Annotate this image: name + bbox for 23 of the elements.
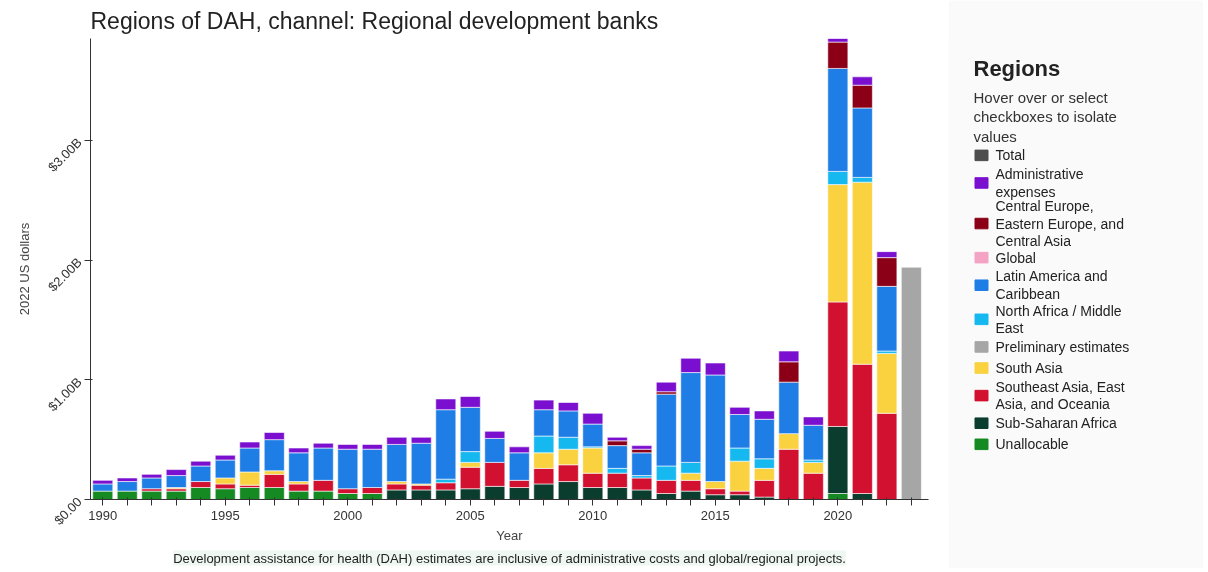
legend-label: Unallocable xyxy=(995,436,1069,453)
x-tick-label: 1995 xyxy=(210,507,240,523)
legend-label: Total xyxy=(995,147,1026,164)
chart-title: Regions of DAH, channel: Regional development banks xyxy=(90,7,659,34)
legend-title: Regions xyxy=(973,56,1061,82)
text: Hover over or select checkboxes to isolate values xyxy=(973,88,1117,145)
legend-label: Sub-Saharan Africa xyxy=(995,415,1118,432)
y-axis-title: 2022 US dollars xyxy=(16,222,32,316)
text: Development assistance for health (DAH) estimates are inclusive of administrative costs and global/regional projects. xyxy=(173,550,846,566)
legend-label: Latin America and Caribbean xyxy=(995,268,1108,303)
x-tick-label: 1990 xyxy=(88,507,118,523)
x-axis-title: Year xyxy=(496,527,524,543)
legend-label: Administrative expenses xyxy=(995,166,1084,200)
x-tick-label: 2005 xyxy=(455,507,485,523)
x-tick-label: 2015 xyxy=(700,507,730,523)
legend-label: Southeast Asia, East Asia, and Oceania xyxy=(995,378,1125,413)
legend-label: South Asia xyxy=(995,360,1063,377)
x-tick-label: 2010 xyxy=(578,507,608,523)
legend-label: Preliminary estimates xyxy=(995,338,1130,355)
legend-label: Global xyxy=(995,249,1036,266)
x-tick-label: 2020 xyxy=(823,507,853,523)
legend-label: North Africa / Middle East xyxy=(995,302,1122,337)
x-tick-label: 2000 xyxy=(333,507,363,523)
